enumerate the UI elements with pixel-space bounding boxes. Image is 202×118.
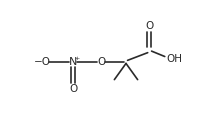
- Text: O: O: [69, 84, 77, 94]
- Text: OH: OH: [166, 54, 182, 64]
- Text: O: O: [97, 57, 105, 67]
- Text: N: N: [69, 57, 78, 67]
- Text: O: O: [145, 21, 153, 32]
- Text: +: +: [74, 56, 79, 61]
- Text: −O: −O: [34, 57, 51, 67]
